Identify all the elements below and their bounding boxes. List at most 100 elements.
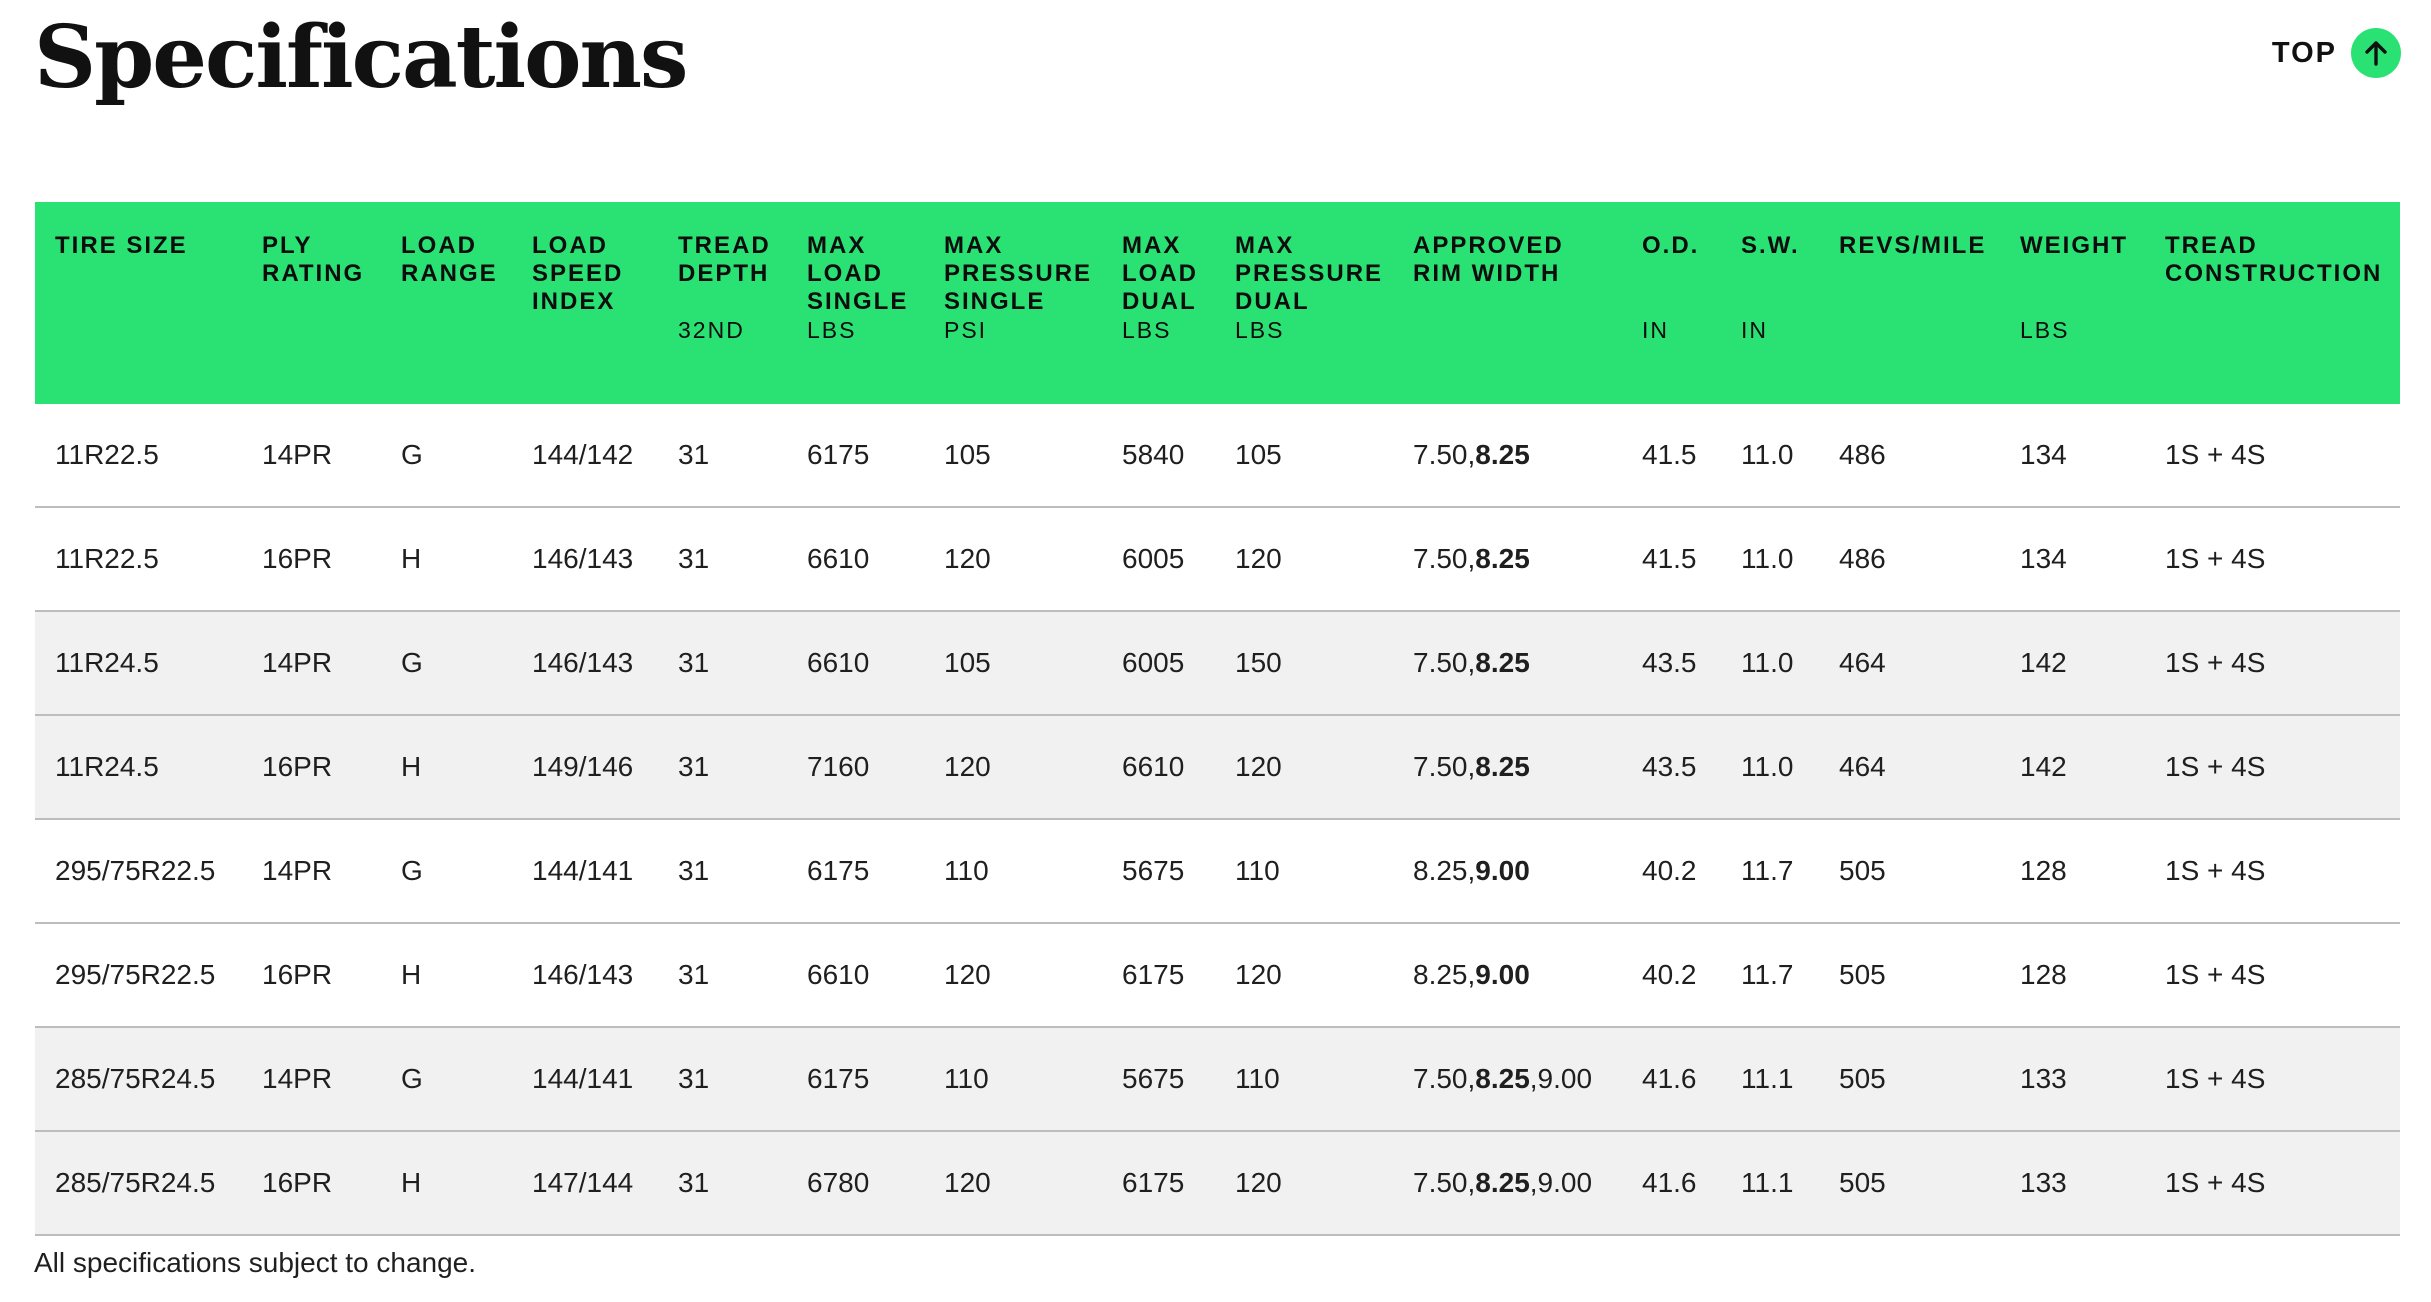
cell-max-pressure-single: 120 <box>924 715 1102 820</box>
cell-ply-rating: 16PR <box>242 507 381 612</box>
cell-sw: 11.0 <box>1721 611 1819 716</box>
table-row: 11R24.5 14PR G 146/143 31 6610 105 6005 150 7.50,… <box>35 611 2400 716</box>
header-unit: LBS <box>1235 317 1285 343</box>
cell-max-pressure-single: 120 <box>924 1131 1102 1236</box>
cell-max-pressure-dual: 105 <box>1215 404 1393 508</box>
cell-load-range: H <box>381 715 512 820</box>
cell-load-range: G <box>381 404 512 508</box>
header-tread-depth: TREAD DEPTH 32ND <box>658 202 787 404</box>
cell-max-load-dual: 6175 <box>1102 1131 1215 1236</box>
table-row: 285/75R24.5 14PR G 144/141 31 6175 110 5675 110 7… <box>35 1027 2400 1132</box>
header-label: O.D. <box>1642 232 1700 259</box>
header-label: APPROVED RIM WIDTH <box>1413 232 1564 287</box>
cell-tire-size: 11R24.5 <box>35 715 242 820</box>
cell-max-pressure-dual: 120 <box>1215 923 1393 1028</box>
page-title: Specifications <box>34 7 688 108</box>
header-max-load-dual: MAX LOAD DUAL LBS <box>1102 202 1215 404</box>
cell-max-pressure-single: 120 <box>924 923 1102 1028</box>
cell-tread-construction: 1S + 4S <box>2145 611 2400 716</box>
cell-ply-rating: 16PR <box>242 923 381 1028</box>
cell-load-speed-index: 144/141 <box>512 1027 658 1132</box>
cell-max-pressure-single: 105 <box>924 611 1102 716</box>
header-label: LOAD SPEED INDEX <box>532 232 624 315</box>
header-label: MAX LOAD SINGLE <box>807 232 909 315</box>
cell-load-range: H <box>381 1131 512 1236</box>
cell-load-speed-index: 149/146 <box>512 715 658 820</box>
cell-tread-depth: 31 <box>658 611 787 716</box>
arrow-up-icon[interactable] <box>2351 28 2401 78</box>
header-unit: LBS <box>2020 317 2070 343</box>
cell-tread-depth: 31 <box>658 1027 787 1132</box>
cell-max-pressure-dual: 120 <box>1215 1131 1393 1236</box>
cell-max-pressure-dual: 120 <box>1215 507 1393 612</box>
cell-load-range: G <box>381 819 512 924</box>
rim-width-value: 7.50, <box>1413 1167 1476 1198</box>
footnote: All specifications subject to change. <box>34 1247 477 1278</box>
cell-max-pressure-dual: 150 <box>1215 611 1393 716</box>
cell-ply-rating: 14PR <box>242 404 381 508</box>
cell-od: 40.2 <box>1622 923 1721 1028</box>
header-row: TIRE SIZE PLY RATING LOAD RANGE LOAD SPE… <box>35 202 2400 404</box>
cell-revs-mile: 505 <box>1819 923 2000 1028</box>
cell-ply-rating: 16PR <box>242 715 381 820</box>
header-tread-construction: TREAD CONSTRUCTION <box>2145 202 2400 404</box>
cell-max-load-dual: 5675 <box>1102 819 1215 924</box>
cell-tread-construction: 1S + 4S <box>2145 923 2400 1028</box>
cell-load-range: G <box>381 1027 512 1132</box>
cell-ply-rating: 14PR <box>242 819 381 924</box>
rim-width-value: 7.50, <box>1413 1063 1476 1094</box>
cell-sw: 11.0 <box>1721 404 1819 508</box>
cell-sw: 11.1 <box>1721 1027 1819 1132</box>
rim-width-recommended: 8.25 <box>1475 439 1530 470</box>
cell-ply-rating: 14PR <box>242 1027 381 1132</box>
cell-od: 41.6 <box>1622 1027 1721 1132</box>
cell-max-pressure-dual: 120 <box>1215 715 1393 820</box>
cell-tread-construction: 1S + 4S <box>2145 1027 2400 1132</box>
cell-max-pressure-dual: 110 <box>1215 819 1393 924</box>
cell-max-load-single: 6175 <box>787 404 924 508</box>
header-unit: LBS <box>1122 317 1172 343</box>
specifications-table: TIRE SIZE PLY RATING LOAD RANGE LOAD SPE… <box>35 202 2400 1236</box>
header-label: MAX PRESSURE DUAL <box>1235 232 1384 315</box>
cell-od: 41.6 <box>1622 1131 1721 1236</box>
cell-load-speed-index: 147/144 <box>512 1131 658 1236</box>
cell-tread-construction: 1S + 4S <box>2145 1131 2400 1236</box>
header-tire-size: TIRE SIZE <box>35 202 242 404</box>
cell-load-speed-index: 146/143 <box>512 923 658 1028</box>
cell-max-pressure-single: 120 <box>924 507 1102 612</box>
rim-width-recommended: 8.25 <box>1475 1063 1530 1094</box>
cell-approved-rim-width: 7.50,8.25 <box>1393 404 1622 508</box>
table-row: 11R24.5 16PR H 149/146 31 7160 120 6610 120 7.50,… <box>35 715 2400 820</box>
rim-width-value: 8.25, <box>1413 959 1476 990</box>
cell-tread-construction: 1S + 4S <box>2145 715 2400 820</box>
header-sw: S.W. IN <box>1721 202 1819 404</box>
cell-tread-depth: 31 <box>658 507 787 612</box>
cell-max-load-single: 6780 <box>787 1131 924 1236</box>
rim-width-recommended: 8.25 <box>1475 1167 1530 1198</box>
table-row: 11R22.5 14PR G 144/142 31 6175 105 5840 105 7.50,… <box>35 404 2400 508</box>
cell-tire-size: 295/75R22.5 <box>35 923 242 1028</box>
cell-load-speed-index: 146/143 <box>512 611 658 716</box>
cell-approved-rim-width: 7.50,8.25 <box>1393 715 1622 820</box>
header-label: PLY RATING <box>262 232 365 287</box>
rim-width-value: 7.50, <box>1413 439 1476 470</box>
header-label: TREAD CONSTRUCTION <box>2165 232 2383 287</box>
cell-max-load-dual: 6005 <box>1102 611 1215 716</box>
cell-sw: 11.0 <box>1721 507 1819 612</box>
cell-max-load-single: 6610 <box>787 507 924 612</box>
header-label: TREAD DEPTH <box>678 232 771 287</box>
cell-max-load-single: 6175 <box>787 819 924 924</box>
cell-max-load-dual: 5840 <box>1102 404 1215 508</box>
rim-width-value: ,9.00 <box>1529 1167 1593 1198</box>
header-label: TIRE SIZE <box>55 232 188 259</box>
cell-ply-rating: 14PR <box>242 611 381 716</box>
cell-revs-mile: 505 <box>1819 1027 2000 1132</box>
header-unit: PSI <box>944 317 988 343</box>
cell-revs-mile: 486 <box>1819 404 2000 508</box>
cell-load-speed-index: 146/143 <box>512 507 658 612</box>
cell-load-range: G <box>381 611 512 716</box>
cell-approved-rim-width: 7.50,8.25 <box>1393 611 1622 716</box>
header-label: WEIGHT <box>2020 232 2128 259</box>
cell-max-pressure-dual: 110 <box>1215 1027 1393 1132</box>
back-to-top-link[interactable]: TOP <box>2272 28 2401 78</box>
